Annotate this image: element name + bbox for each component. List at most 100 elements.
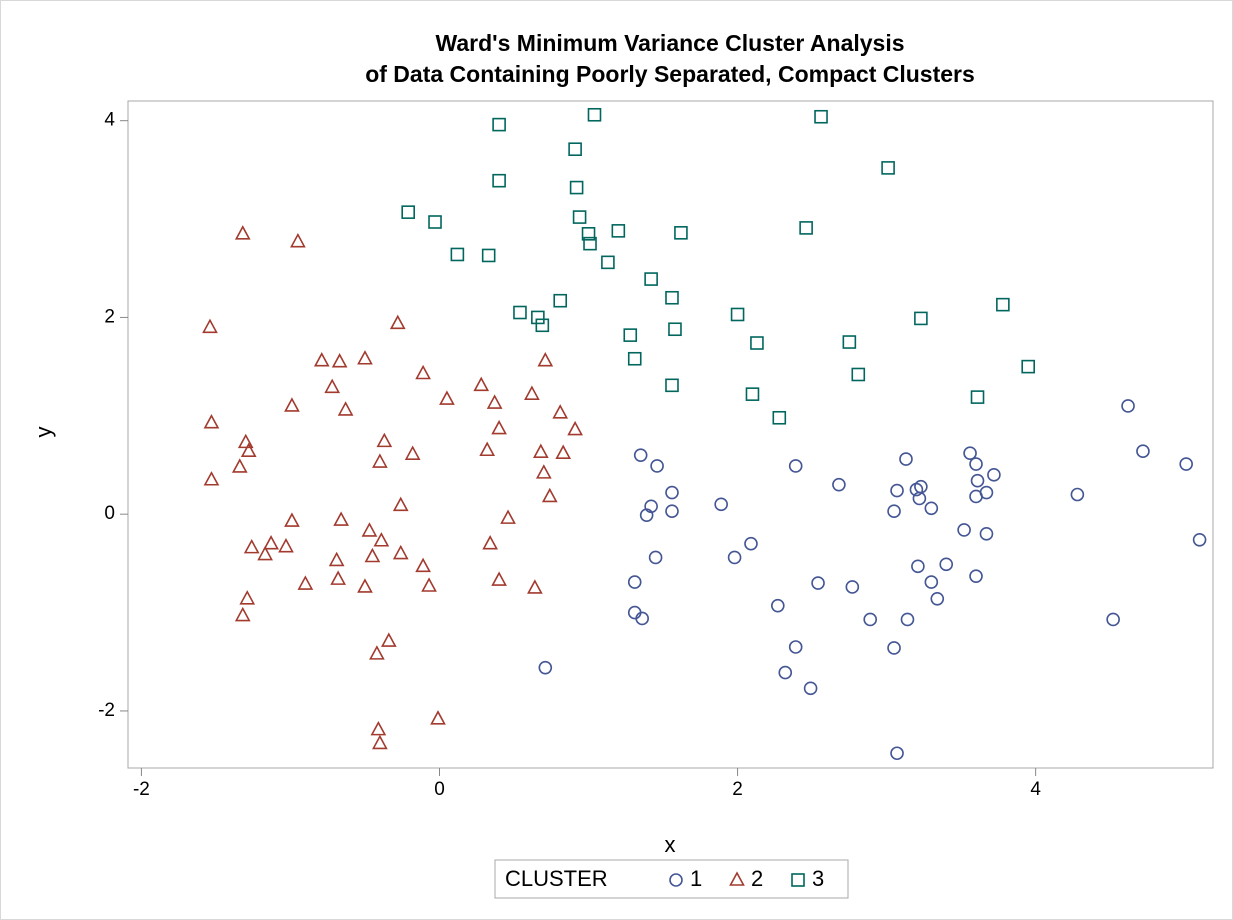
point xyxy=(532,443,549,459)
point xyxy=(635,611,649,626)
y-tick-label: 4 xyxy=(104,110,115,131)
point xyxy=(650,459,664,473)
point xyxy=(513,305,527,320)
point xyxy=(278,537,294,553)
point xyxy=(373,532,390,547)
point xyxy=(845,580,860,594)
legend-title: CLUSTER xyxy=(505,866,608,891)
point xyxy=(665,290,679,305)
point xyxy=(890,483,904,498)
point xyxy=(537,352,554,367)
point xyxy=(887,504,901,519)
point xyxy=(912,491,927,506)
point xyxy=(601,255,615,270)
point xyxy=(1136,444,1150,459)
y-tick-label: -2 xyxy=(98,700,115,721)
point xyxy=(415,364,431,380)
point xyxy=(430,710,446,725)
y-tick-label: 0 xyxy=(104,503,115,524)
point xyxy=(1121,399,1135,413)
point xyxy=(538,660,553,675)
point xyxy=(644,272,658,286)
point xyxy=(863,612,878,627)
point xyxy=(524,385,540,400)
point xyxy=(257,545,273,561)
point xyxy=(531,310,545,325)
point xyxy=(324,378,341,394)
point xyxy=(899,452,913,466)
chart-subtitle: of Data Containing Poorly Separated, Com… xyxy=(365,61,975,87)
point xyxy=(623,328,638,342)
point xyxy=(987,468,1001,482)
point xyxy=(750,336,764,350)
legend-marker xyxy=(669,873,683,887)
legend-marker xyxy=(791,873,805,887)
point xyxy=(778,665,793,680)
point xyxy=(492,117,506,132)
point xyxy=(203,471,220,486)
point xyxy=(234,606,251,622)
x-tick-label: 4 xyxy=(1030,779,1041,800)
point xyxy=(370,720,387,736)
point xyxy=(924,575,939,589)
point xyxy=(714,497,728,512)
point xyxy=(996,297,1010,312)
point xyxy=(814,109,828,124)
point xyxy=(450,247,465,262)
point xyxy=(1179,457,1193,471)
point xyxy=(421,577,437,592)
point xyxy=(788,459,803,473)
point xyxy=(234,225,251,240)
point xyxy=(924,501,939,516)
point xyxy=(587,107,602,122)
point xyxy=(481,248,496,263)
point xyxy=(401,205,415,219)
point xyxy=(665,485,679,500)
legend-label: 3 xyxy=(812,866,824,891)
point xyxy=(372,734,388,750)
point xyxy=(811,576,825,590)
point xyxy=(744,536,758,551)
point xyxy=(389,314,406,330)
point xyxy=(527,579,543,594)
y-tick-label: 2 xyxy=(104,306,115,327)
point xyxy=(911,559,925,574)
point xyxy=(970,473,985,488)
point xyxy=(284,397,300,412)
point xyxy=(331,353,348,368)
point xyxy=(583,236,597,251)
point xyxy=(555,444,572,459)
point xyxy=(581,227,596,241)
point xyxy=(392,496,409,512)
point xyxy=(284,512,300,527)
point xyxy=(330,570,346,585)
point xyxy=(772,410,787,425)
point xyxy=(890,746,904,761)
point xyxy=(668,322,682,337)
point xyxy=(203,414,220,429)
y-axis-label: y xyxy=(31,427,56,438)
point xyxy=(900,612,915,627)
point xyxy=(963,446,977,460)
x-tick-label: 0 xyxy=(434,779,445,800)
point xyxy=(535,318,550,333)
point xyxy=(492,173,506,188)
point xyxy=(803,681,818,696)
point xyxy=(914,311,928,326)
x-tick-label: 2 xyxy=(732,779,743,800)
point xyxy=(969,457,983,471)
point xyxy=(572,210,587,224)
point xyxy=(970,390,985,404)
point xyxy=(380,632,397,647)
point xyxy=(333,511,349,526)
point xyxy=(541,487,558,503)
point xyxy=(930,591,945,606)
point xyxy=(491,571,507,586)
point xyxy=(290,233,306,248)
x-axis-label: x xyxy=(665,832,676,857)
point xyxy=(627,575,642,589)
point xyxy=(479,441,496,457)
point xyxy=(535,464,552,479)
